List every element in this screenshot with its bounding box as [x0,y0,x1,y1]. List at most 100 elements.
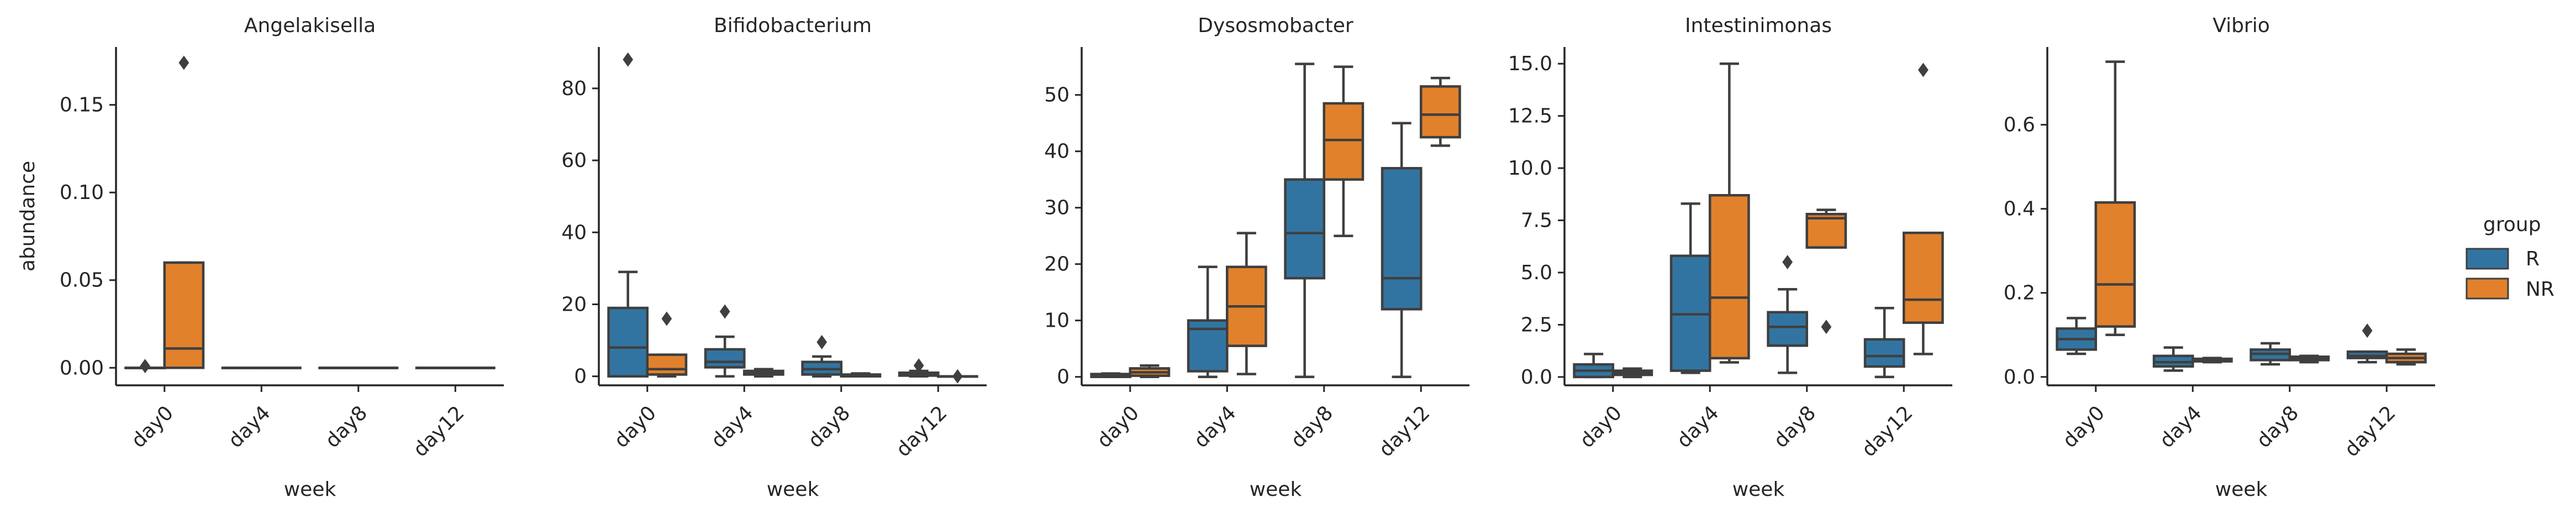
outlier-point [1782,255,1793,270]
y-tick-label: 0.6 [2004,114,2035,137]
box-r-day12 [898,358,940,378]
outlier-point [719,304,730,319]
y-tick-label: 0.05 [60,269,104,292]
subplot-title: Bifidobacterium [714,14,872,37]
legend-swatch-nr [2466,278,2509,300]
x-axis-label: week [767,478,819,501]
box-nr-day8 [1323,65,1365,237]
box-r-day4 [704,304,746,378]
y-axis-label: abundance [17,161,39,271]
box-r-day4 [1669,202,1711,374]
y-tick-label: 7.5 [1521,210,1552,232]
y-tick-label: 30 [1044,197,1070,219]
box-iqr [1767,311,1809,347]
y-tick-label: 0.0 [2004,366,2035,389]
box-r-day8 [2250,342,2291,366]
y-tick-label: 0 [574,365,587,388]
y-tick-label: 20 [561,294,587,316]
box-r-day0 [607,52,649,378]
x-axis-label: week [1250,478,1302,501]
box-iqr [2094,201,2136,328]
box-iqr [1284,178,1326,280]
box-iqr [1323,102,1365,181]
box-iqr [1381,167,1423,311]
outlier-point [1821,320,1832,334]
y-tick-label: 10 [1044,310,1070,332]
box-nr-day8 [2288,354,2330,364]
y-tick-label: 0.4 [2004,198,2035,221]
subplot-title: Angelakisella [244,14,376,37]
box-r-day4 [1187,265,1229,378]
box-iqr [1709,193,1750,360]
box-iqr [1805,212,1847,249]
box-nr-day4 [1709,62,1750,364]
y-tick-label: 0.00 [60,357,104,379]
y-tick-label: 0 [1057,366,1070,389]
box-nr-day0 [2094,60,2136,337]
y-tick-label: 2.5 [1521,313,1552,336]
y-tick-label: 50 [1044,84,1070,107]
box-r-day8 [1767,255,1809,374]
y-tick-label: 20 [1044,253,1070,276]
box-r-day12 [1381,122,1423,378]
box-iqr [1420,85,1461,139]
box-r-day0 [2056,317,2098,355]
box-iqr [607,306,649,378]
y-tick-label: 0.15 [60,94,104,117]
box-nr-day0 [646,311,688,378]
box-iqr [1903,231,1944,324]
box-nr-day8 [840,372,882,378]
y-tick-label: 0.10 [60,181,104,204]
box-nr-day0 [163,55,205,369]
subplot-title: Vibrio [2212,14,2270,37]
outlier-point [1917,62,1929,77]
box-nr-day8 [1805,208,1847,334]
legend-label-nr: NR [2526,278,2554,301]
box-r-day12 [1863,306,1905,379]
outlier-point [178,55,189,70]
box-nr-day0 [1129,364,1171,378]
subplot-title: Dysosmobacter [1198,14,1353,37]
outlier-point [913,358,924,373]
x-axis-label: week [2215,478,2268,501]
box-iqr [646,353,688,376]
box-r-day0 [1090,372,1132,378]
subplot-title: Intestinimonas [1685,14,1832,37]
legend-swatch-r [2466,248,2509,270]
y-tick-label: 0.2 [2004,282,2035,305]
y-tick-label: 60 [561,149,587,172]
box-r-day0 [1573,353,1615,379]
y-tick-label: 15.0 [1508,53,1552,75]
box-nr-day0 [1611,367,1653,379]
box-nr-day12 [937,369,978,384]
outlier-point [2362,323,2373,338]
y-tick-label: 80 [561,77,587,100]
y-tick-label: 5.0 [1521,261,1552,284]
legend-label-r: R [2526,248,2540,270]
outlier-point [952,369,963,384]
box-r-day8 [1284,62,1326,378]
outlier-point [661,311,672,326]
y-tick-label: 40 [561,221,587,244]
box-nr-day12 [2385,348,2427,366]
box-iqr [704,348,746,369]
outlier-point [816,334,828,349]
box-nr-day12 [1903,62,1944,355]
legend-title: group [2483,213,2541,236]
x-axis-label: week [284,478,336,501]
x-axis-label: week [1732,478,1785,501]
outlier-point [140,359,151,374]
box-nr-day4 [2192,357,2233,364]
y-tick-label: 40 [1044,140,1070,163]
box-iqr [1863,338,1905,368]
box-nr-day4 [1226,232,1267,375]
y-tick-label: 0.0 [1521,366,1552,389]
y-tick-label: 10.0 [1508,157,1552,180]
box-r-day8 [801,334,843,378]
box-nr-day12 [1420,76,1461,147]
y-tick-label: 12.5 [1508,105,1552,128]
box-nr-day4 [743,368,784,378]
outlier-point [623,52,634,67]
